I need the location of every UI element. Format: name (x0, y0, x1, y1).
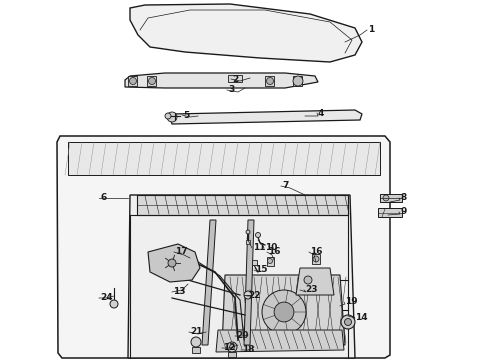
Polygon shape (216, 330, 344, 352)
Circle shape (165, 113, 171, 119)
Text: 3: 3 (228, 85, 234, 94)
Polygon shape (148, 244, 200, 282)
Circle shape (191, 337, 201, 347)
Text: 8: 8 (400, 194, 406, 202)
Text: 16: 16 (268, 248, 280, 256)
Circle shape (168, 259, 176, 267)
Bar (312, 254, 320, 264)
Polygon shape (128, 195, 355, 358)
Text: 23: 23 (305, 285, 318, 294)
Bar (252, 260, 257, 265)
Circle shape (110, 300, 118, 308)
Text: 22: 22 (248, 292, 261, 301)
Circle shape (274, 302, 294, 322)
Text: 11: 11 (253, 243, 266, 252)
Bar (293, 76, 302, 86)
Text: 17: 17 (175, 248, 188, 256)
Bar (147, 76, 156, 86)
Bar (265, 76, 274, 86)
Polygon shape (137, 195, 348, 215)
Polygon shape (296, 268, 334, 295)
Circle shape (383, 195, 389, 201)
Text: 18: 18 (242, 346, 254, 355)
Text: 5: 5 (183, 111, 189, 120)
Circle shape (246, 230, 250, 234)
Text: 15: 15 (255, 266, 268, 274)
Text: 14: 14 (355, 314, 368, 323)
Circle shape (313, 256, 319, 262)
Polygon shape (170, 110, 362, 124)
Text: 2: 2 (232, 75, 238, 84)
Circle shape (304, 276, 312, 284)
Text: 19: 19 (345, 297, 358, 306)
Circle shape (129, 77, 137, 85)
Polygon shape (68, 142, 380, 175)
Text: 9: 9 (400, 207, 406, 216)
Text: 13: 13 (173, 288, 186, 297)
Bar (267, 257, 274, 266)
Circle shape (229, 345, 235, 350)
Circle shape (293, 76, 303, 86)
Circle shape (227, 342, 237, 352)
Polygon shape (130, 4, 362, 62)
Circle shape (268, 258, 272, 264)
Circle shape (344, 319, 351, 325)
Circle shape (167, 112, 177, 122)
Polygon shape (125, 73, 318, 88)
Text: 21: 21 (190, 328, 202, 337)
Circle shape (294, 77, 301, 85)
Circle shape (148, 77, 155, 85)
Text: 12: 12 (223, 343, 236, 352)
Polygon shape (222, 275, 345, 348)
Polygon shape (57, 136, 390, 358)
Bar (192, 347, 200, 353)
Circle shape (244, 291, 252, 299)
Polygon shape (244, 220, 254, 345)
Text: 24: 24 (100, 293, 113, 302)
Bar (380, 194, 402, 202)
Circle shape (341, 315, 355, 329)
Circle shape (267, 77, 273, 85)
Circle shape (255, 233, 261, 238)
Text: 10: 10 (265, 243, 277, 252)
Text: 4: 4 (318, 108, 324, 117)
Bar (128, 76, 137, 86)
Bar (228, 75, 242, 82)
Text: 7: 7 (282, 181, 289, 190)
Text: 20: 20 (236, 332, 248, 341)
Text: 16: 16 (310, 248, 322, 256)
Bar (246, 240, 250, 244)
Circle shape (262, 290, 306, 334)
Bar (228, 352, 236, 357)
Bar (378, 208, 402, 217)
Text: 6: 6 (100, 194, 106, 202)
Polygon shape (202, 220, 216, 345)
Text: 1: 1 (368, 26, 374, 35)
